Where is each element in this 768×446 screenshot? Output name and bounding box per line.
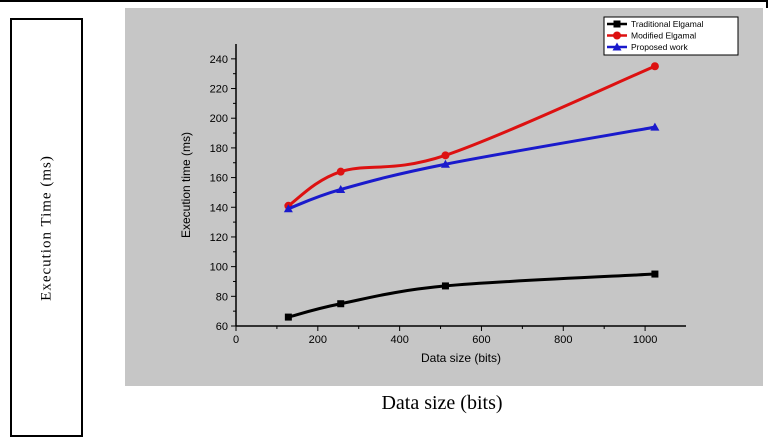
data-point-modified-elgamal xyxy=(336,167,345,176)
legend-marker xyxy=(612,42,622,51)
frame-top-border xyxy=(0,0,768,2)
legend-item-modified-elgamal: Modified Elgamal xyxy=(607,31,696,41)
series-line-proposed-work xyxy=(287,125,656,211)
series-proposed-work xyxy=(283,122,660,213)
y-tick-label: 240 xyxy=(210,54,228,66)
y-tick-label: 80 xyxy=(216,291,228,303)
data-point-traditional-elgamal xyxy=(441,282,449,290)
chart-background xyxy=(125,8,763,386)
outer-x-axis-label: Data size (bits) xyxy=(381,392,503,414)
y-tick-label: 140 xyxy=(210,202,228,214)
legend: Traditional Elgamal Modified ElgamalPropo… xyxy=(603,16,739,56)
y-tick-label: 200 xyxy=(210,113,228,125)
legend-item-proposed-work: Proposed work xyxy=(607,42,688,52)
data-point-proposed-work xyxy=(650,122,660,131)
x-tick-label: 200 xyxy=(309,334,327,346)
chart-axes xyxy=(235,44,686,327)
y-tick-label: 60 xyxy=(216,321,228,333)
data-point-traditional-elgamal xyxy=(651,270,659,278)
legend-marker xyxy=(613,20,621,28)
series-traditional-elgamal xyxy=(284,270,659,321)
left-label-box xyxy=(10,18,83,437)
x-ticks: 0 200 400 600 800 1000 xyxy=(233,326,657,346)
y-ticks: 60 80 100 120 140 160 180 200 220 240 xyxy=(210,54,236,333)
series-modified-elgamal xyxy=(284,62,659,210)
x-tick-label: 1000 xyxy=(633,334,657,346)
data-series xyxy=(283,62,660,321)
y-tick-label: 220 xyxy=(210,84,228,96)
y-axis-title: Execution time (ms) xyxy=(179,132,193,238)
data-point-traditional-elgamal xyxy=(337,300,345,308)
y-tick-label: 120 xyxy=(210,232,228,244)
data-point-proposed-work xyxy=(336,184,346,193)
legend-item-traditional-elgamal: Traditional Elgamal xyxy=(607,19,704,29)
x-tick-label: 600 xyxy=(472,334,490,346)
legend-label: Proposed work xyxy=(631,42,688,52)
y-tick-label: 160 xyxy=(210,173,228,185)
data-point-modified-elgamal xyxy=(441,151,450,160)
data-point-proposed-work xyxy=(440,159,450,168)
series-line-traditional-elgamal xyxy=(287,272,655,319)
data-point-proposed-work xyxy=(283,204,293,213)
data-point-modified-elgamal xyxy=(650,62,659,71)
legend-marker xyxy=(613,31,621,40)
x-axis-title: Data size (bits) xyxy=(421,351,501,365)
y-tick-label: 100 xyxy=(210,262,228,274)
x-tick-label: 0 xyxy=(233,334,239,346)
x-tick-label: 400 xyxy=(390,334,408,346)
legend-label: Modified Elgamal xyxy=(631,31,696,41)
x-tick-label: 800 xyxy=(554,334,572,346)
legend-label: Traditional Elgamal xyxy=(631,19,704,29)
y-tick-label: 180 xyxy=(210,143,228,155)
data-point-traditional-elgamal xyxy=(284,313,292,321)
frame-corner-tick xyxy=(766,0,768,8)
series-line-modified-elgamal xyxy=(287,64,656,208)
